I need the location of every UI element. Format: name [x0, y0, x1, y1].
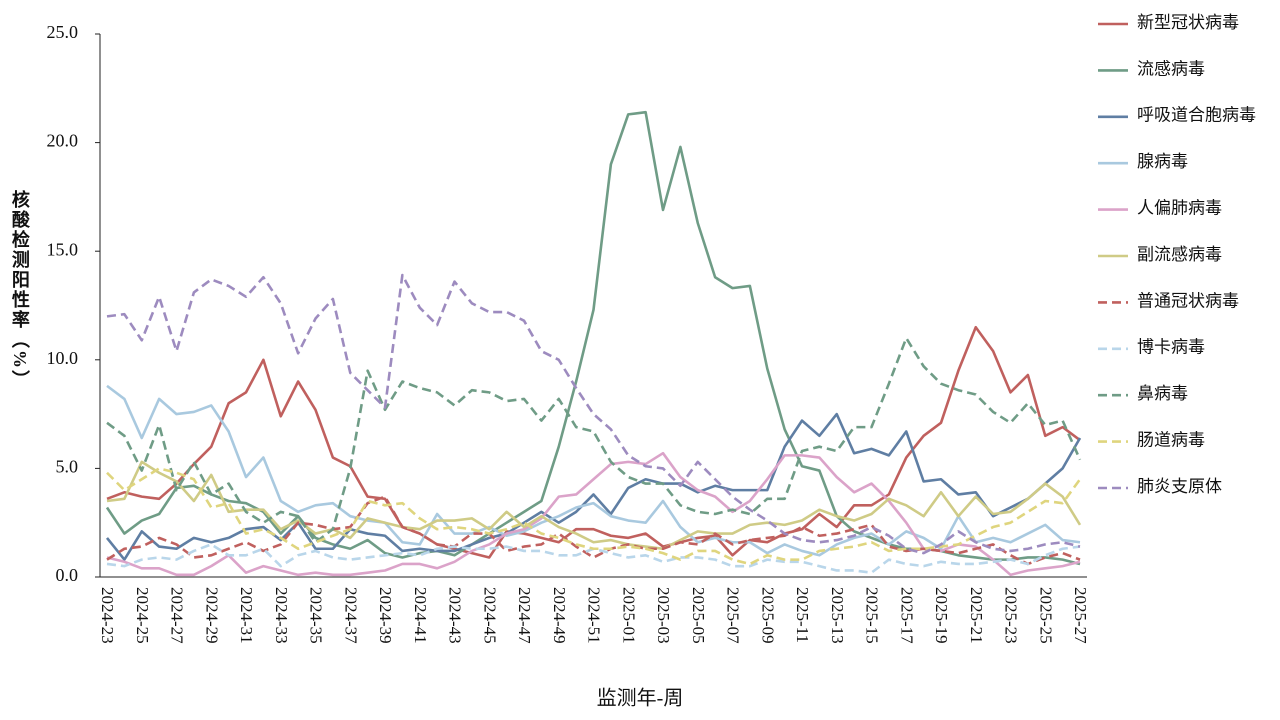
y-tick-label: 10.0	[47, 348, 79, 368]
x-tick-label: 2025-11	[793, 587, 812, 643]
x-tick-label: 2024-35	[307, 587, 326, 644]
x-tick-label: 2025-07	[724, 587, 743, 644]
x-tick-label: 2025-27	[1071, 587, 1090, 644]
x-tick-label: 2024-43	[446, 587, 465, 644]
x-tick-label: 2025-03	[654, 587, 673, 644]
legend-label: 鼻病毒	[1137, 384, 1188, 403]
series-line	[105, 412, 1082, 561]
x-tick-label: 2024-27	[168, 587, 187, 644]
series-line	[106, 451, 1081, 577]
x-tick-label: 2025-23	[1002, 587, 1021, 644]
series-line	[106, 325, 1081, 559]
x-tick-label: 2025-01	[619, 587, 638, 644]
legend-label: 腺病毒	[1137, 152, 1188, 171]
series-line	[106, 460, 1082, 551]
series-line	[106, 273, 1081, 555]
y-tick-label: 5.0	[56, 457, 79, 477]
legend-label: 副流感病毒	[1137, 245, 1222, 264]
series-line	[106, 384, 1081, 557]
x-tick-label: 2025-19	[932, 587, 951, 644]
x-tick-label: 2024-23	[98, 587, 117, 644]
x-tick-label: 2024-37	[341, 587, 360, 644]
x-tick-label: 2025-15	[863, 587, 882, 644]
x-tick-label: 2024-49	[550, 587, 569, 644]
x-tick-label: 2024-41	[411, 587, 430, 644]
series-line	[106, 467, 1082, 566]
y-tick-label: 0.0	[56, 565, 79, 585]
legend-label: 呼吸道合胞病毒	[1137, 106, 1256, 125]
x-tick-label: 2024-25	[133, 587, 152, 644]
legend-label: 新型冠状病毒	[1137, 13, 1239, 32]
y-axis-label: 核酸检测阳性率（%）	[10, 189, 30, 390]
x-tick-label: 2024-45	[480, 587, 499, 644]
y-tick-label: 15.0	[47, 239, 79, 259]
x-tick-label: 2025-25	[1036, 587, 1055, 644]
legend-label: 肠道病毒	[1137, 431, 1205, 450]
legend-label: 普通冠状病毒	[1137, 291, 1239, 310]
x-tick-label: 2025-05	[689, 587, 708, 644]
x-tick-label: 2024-29	[202, 587, 221, 644]
x-tick-label: 2024-39	[376, 587, 395, 644]
y-tick-label: 25.0	[47, 22, 79, 42]
legend-label: 肺炎支原体	[1137, 477, 1222, 496]
x-tick-label: 2024-31	[237, 587, 256, 644]
x-axis-label: 监测年-周	[597, 687, 684, 710]
y-tick-label: 20.0	[47, 131, 79, 151]
legend-label: 流感病毒	[1137, 59, 1205, 78]
legend-label: 人偏肺病毒	[1137, 199, 1222, 218]
x-tick-label: 2025-09	[758, 587, 777, 644]
x-tick-label: 2025-17	[897, 587, 916, 644]
x-tick-label: 2024-51	[585, 587, 604, 644]
x-tick-label: 2025-21	[967, 587, 986, 644]
x-tick-label: 2024-47	[515, 587, 534, 644]
x-tick-label: 2024-33	[272, 587, 291, 644]
series-line	[106, 336, 1082, 544]
x-tick-label: 2025-13	[828, 587, 847, 644]
legend-label: 博卡病毒	[1137, 338, 1205, 357]
